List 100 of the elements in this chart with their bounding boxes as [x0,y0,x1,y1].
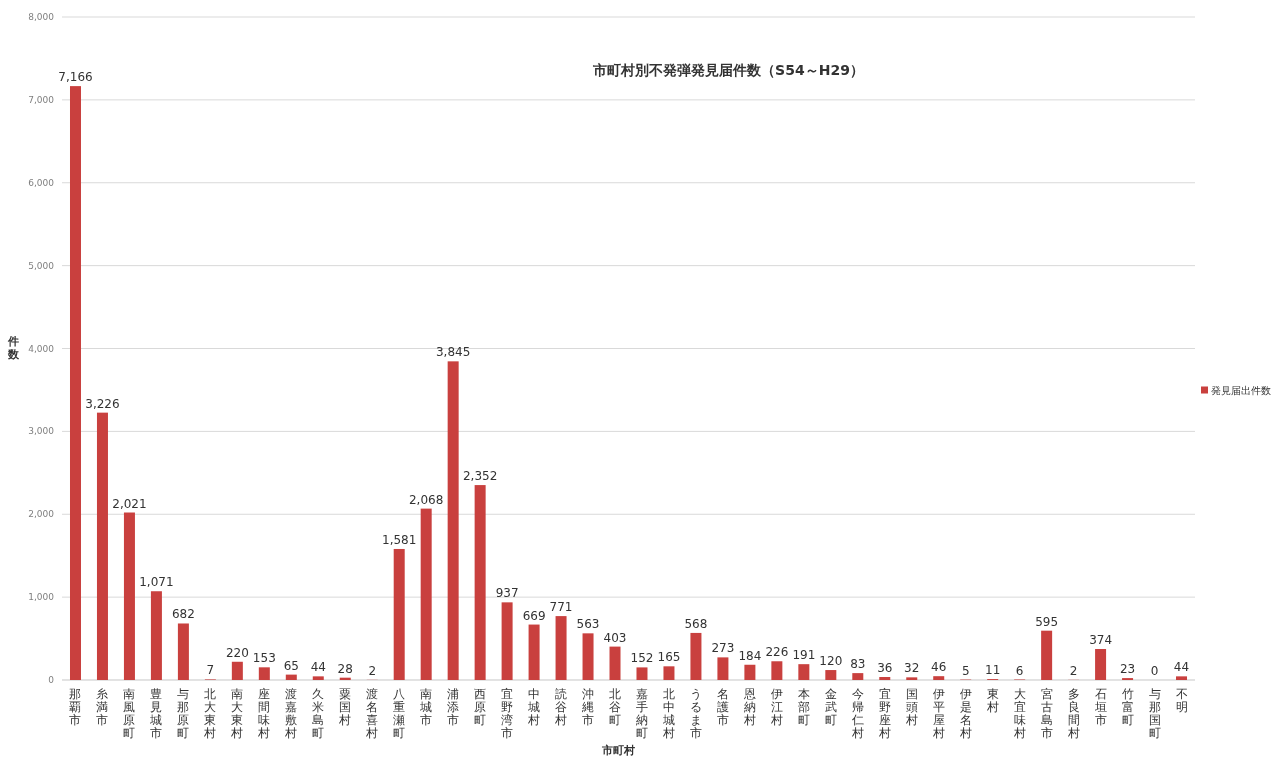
data-label: 3,845 [435,345,471,360]
x-tick-label: 不明 [1175,687,1188,714]
bar [177,623,189,680]
y-tick-label: 8,000 [28,12,55,22]
data-label: 568 [684,616,708,631]
data-label: 46 [931,660,947,675]
x-tick-label: 沖縄市 [581,687,595,727]
data-label: 374 [1089,633,1113,647]
data-label: 7,166 [58,70,93,85]
data-label: 11 [985,663,1001,678]
x-tick-label: 伊江村 [769,687,783,727]
x-tick-label: 那覇市 [69,687,82,727]
bar [528,624,540,680]
data-label: 165 [657,650,681,665]
x-tick-label: 与那国町 [1148,687,1161,740]
bar [663,666,675,680]
data-label: 1,071 [139,575,174,590]
data-label: 191 [792,648,816,663]
bar [555,616,567,680]
x-tick-label: 宜野湾市 [501,687,514,740]
y-tick-label: 7,000 [28,94,55,105]
data-label: 184 [738,648,762,663]
x-tick-label: 東村 [985,687,999,714]
data-label: 2 [1069,663,1078,678]
x-tick-label: 石垣市 [1093,687,1107,727]
x-tick-label: 恩納村 [742,687,756,727]
x-tick-label: 与那原町 [177,687,190,740]
data-label: 2,021 [112,496,147,511]
x-tick-label: 座間味村 [257,687,271,740]
bar [609,646,621,680]
data-label: 563 [576,617,600,632]
bar [1095,649,1107,680]
data-label: 937 [495,586,519,601]
x-tick-label: 本部町 [797,687,810,727]
x-tick-label: 渡名喜村 [365,687,379,740]
bar [798,664,810,680]
data-label: 44 [310,660,326,675]
data-label: 682 [171,607,195,622]
data-label: 83 [850,657,866,672]
data-label: 65 [283,658,299,673]
data-label: 403 [603,630,627,645]
x-tick-label: 伊平屋村 [931,687,945,740]
bar [258,667,270,680]
bar [906,677,918,680]
data-label: 669 [522,608,546,623]
bar [285,674,297,680]
x-tick-label: 西原町 [474,687,487,727]
data-label: 23 [1119,662,1136,677]
x-tick-label: 多良間村 [1066,687,1080,740]
y-tick-label: 1,000 [28,592,55,603]
x-tick-label: 嘉手納町 [635,687,648,740]
bar [231,661,243,680]
bar [501,602,513,680]
data-label: 6 [1015,663,1024,678]
bar [1041,630,1053,680]
data-label: 36 [877,661,893,676]
data-label: 0 [1150,664,1159,678]
data-label: 273 [711,641,735,656]
x-tick-label: 国頭村 [904,687,918,727]
data-label: 220 [225,645,249,660]
data-label: 28 [337,661,353,676]
data-label: 2 [368,663,377,678]
x-tick-label: 伊是名村 [958,687,972,740]
bar [852,673,864,680]
bar [420,508,432,680]
bar [150,591,162,680]
data-label: 3,226 [85,396,120,411]
bar [474,485,486,680]
bar [447,361,459,680]
data-label: 5 [961,663,970,678]
data-label: 2,068 [409,492,444,507]
data-label: 153 [252,651,276,666]
y-tick-label: 2,000 [28,509,55,520]
bar [744,664,756,680]
bar [393,548,405,680]
x-tick-label: 粟国村 [338,687,352,727]
legend: 発見届出件数 [1201,384,1271,396]
x-tick-label: 北谷町 [609,687,622,727]
data-label: 120 [819,654,843,669]
x-tick-label: 北大東村 [203,687,217,740]
x-tick-label: 浦添市 [447,687,460,727]
x-tick-label: うるま市 [689,687,702,740]
y-tick-label: 0 [48,675,55,685]
x-tick-label: 中城村 [527,687,541,727]
y-tick-label: 6,000 [28,177,55,188]
x-tick-label: 北中城村 [661,687,675,740]
x-tick-label: 大宜味村 [1012,687,1026,740]
x-tick-label: 今帰仁村 [850,687,864,740]
data-label: 44 [1173,660,1190,675]
x-tick-label: 名護市 [716,687,729,727]
x-tick-label: 糸満市 [96,687,109,727]
data-label: 152 [630,651,654,666]
x-tick-label: 宜野座村 [877,687,891,740]
x-tick-label: 南城市 [419,687,433,727]
bar [636,667,648,680]
bar [717,657,729,680]
bar [312,676,324,680]
bar [96,412,108,680]
x-tick-label: 八重瀬町 [393,687,406,740]
x-tick-label: 豊見城市 [149,687,163,740]
